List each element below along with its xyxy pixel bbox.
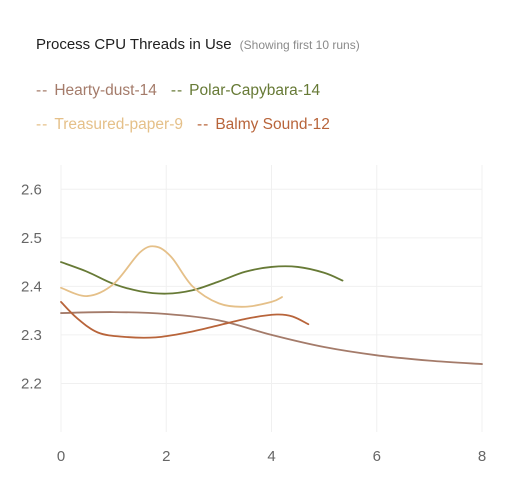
x-tick-label: 2 — [162, 448, 170, 465]
legend-dash-icon: -- — [36, 82, 49, 99]
legend-dash-icon: -- — [36, 116, 49, 133]
legend-row: -- Treasured-paper-9 -- Balmy Sound-12 — [36, 108, 486, 142]
series-lines — [60, 245, 483, 365]
x-tick-label: 4 — [267, 448, 275, 465]
series-line-treasured-paper-9[interactable] — [60, 245, 283, 308]
legend-label: Treasured-paper-9 — [54, 116, 183, 133]
x-tick-label: 6 — [373, 448, 381, 465]
legend-label: Polar-Capybara-14 — [189, 82, 321, 99]
y-tick-label: 2.4 — [21, 278, 42, 295]
legend-label: Balmy Sound-12 — [215, 116, 330, 133]
chart-title: Process CPU Threads in Use — [36, 36, 232, 53]
legend-item-treasured-paper-9[interactable]: -- Treasured-paper-9 — [36, 116, 183, 134]
legend-dash-icon: -- — [196, 116, 210, 133]
series-line-hearty-dust-14[interactable] — [60, 311, 483, 365]
chart-header: Process CPU Threads in Use (Showing firs… — [36, 36, 360, 53]
y-tick-label: 2.2 — [21, 375, 42, 392]
legend-dash-icon: -- — [170, 82, 184, 99]
chart-subtitle: (Showing first 10 runs) — [239, 38, 360, 52]
y-tick-label: 2.6 — [21, 181, 42, 198]
y-tick-label: 2.5 — [21, 230, 42, 247]
legend-label: Hearty-dust-14 — [54, 82, 157, 99]
legend-row: -- Hearty-dust-14 -- Polar-Capybara-14 — [36, 74, 486, 108]
x-tick-label: 8 — [478, 448, 486, 465]
series-line-balmy-sound-12[interactable] — [60, 301, 310, 339]
tick-labels: 2.2 2.3 2.4 2.5 2.6 0 2 4 6 8 — [21, 181, 486, 465]
grid — [60, 165, 483, 432]
legend-item-balmy-sound-12[interactable]: -- Balmy Sound-12 — [197, 116, 330, 134]
legend: -- Hearty-dust-14 -- Polar-Capybara-14 -… — [36, 74, 486, 142]
series-line-polar-capybara-14[interactable] — [60, 261, 344, 295]
legend-item-polar-capybara-14[interactable]: -- Polar-Capybara-14 — [171, 82, 320, 100]
y-tick-label: 2.3 — [21, 327, 42, 344]
x-tick-label: 0 — [57, 448, 65, 465]
legend-item-hearty-dust-14[interactable]: -- Hearty-dust-14 — [36, 82, 157, 100]
